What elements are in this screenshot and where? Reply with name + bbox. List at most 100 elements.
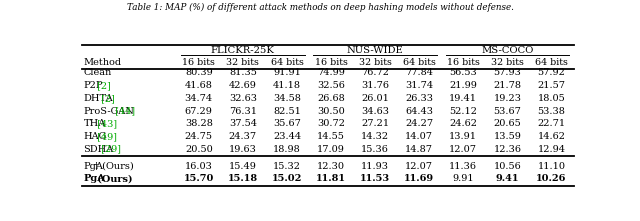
- Text: 64 bits: 64 bits: [271, 58, 303, 67]
- Text: 20.50: 20.50: [185, 145, 212, 154]
- Text: 23.44: 23.44: [273, 132, 301, 141]
- Text: [49]: [49]: [94, 132, 117, 141]
- Text: Method: Method: [83, 58, 122, 67]
- Text: 17.09: 17.09: [317, 145, 345, 154]
- Text: † (Ours): † (Ours): [94, 162, 134, 171]
- Text: 32 bits: 32 bits: [227, 58, 259, 67]
- Text: 16 bits: 16 bits: [315, 58, 348, 67]
- Text: 16 bits: 16 bits: [182, 58, 215, 67]
- Text: THA: THA: [83, 119, 106, 128]
- Text: 31.74: 31.74: [405, 81, 433, 90]
- Text: [44]: [44]: [113, 107, 136, 116]
- Text: 41.18: 41.18: [273, 81, 301, 90]
- Text: 12.07: 12.07: [449, 145, 477, 154]
- Text: 32.56: 32.56: [317, 81, 345, 90]
- Text: 14.87: 14.87: [405, 145, 433, 154]
- Text: 22.71: 22.71: [538, 119, 566, 128]
- Text: 42.69: 42.69: [229, 81, 257, 90]
- Text: 76.31: 76.31: [229, 107, 257, 116]
- Text: 64.43: 64.43: [405, 107, 433, 116]
- Text: [29]: [29]: [98, 145, 121, 154]
- Text: 18.05: 18.05: [538, 94, 565, 103]
- Text: 26.33: 26.33: [405, 94, 433, 103]
- Text: 76.72: 76.72: [361, 69, 389, 77]
- Text: 15.32: 15.32: [273, 162, 301, 171]
- Text: 41.68: 41.68: [185, 81, 212, 90]
- Text: 24.37: 24.37: [228, 132, 257, 141]
- Text: ProS-GAN: ProS-GAN: [83, 107, 134, 116]
- Text: 24.62: 24.62: [449, 119, 477, 128]
- Text: 38.28: 38.28: [185, 119, 212, 128]
- Text: 32.63: 32.63: [229, 94, 257, 103]
- Text: [2]: [2]: [98, 94, 115, 103]
- Text: 53.38: 53.38: [538, 107, 565, 116]
- Text: 64 bits: 64 bits: [403, 58, 436, 67]
- Text: 9.91: 9.91: [452, 174, 474, 183]
- Text: 34.63: 34.63: [361, 107, 389, 116]
- Text: 30.72: 30.72: [317, 119, 345, 128]
- Text: 12.30: 12.30: [317, 162, 345, 171]
- Text: P2P: P2P: [83, 81, 103, 90]
- Text: 64 bits: 64 bits: [535, 58, 568, 67]
- Text: 32 bits: 32 bits: [358, 58, 392, 67]
- Text: 77.84: 77.84: [405, 69, 433, 77]
- Text: 12.36: 12.36: [493, 145, 522, 154]
- Text: 27.21: 27.21: [361, 119, 389, 128]
- Text: 13.91: 13.91: [449, 132, 477, 141]
- Text: 21.57: 21.57: [538, 81, 566, 90]
- Text: 82.51: 82.51: [273, 107, 301, 116]
- Text: 34.58: 34.58: [273, 94, 301, 103]
- Text: 21.78: 21.78: [493, 81, 522, 90]
- Text: 15.02: 15.02: [272, 174, 302, 183]
- Text: 13.59: 13.59: [493, 132, 522, 141]
- Text: 11.36: 11.36: [449, 162, 477, 171]
- Text: 57.93: 57.93: [493, 69, 522, 77]
- Text: 10.26: 10.26: [536, 174, 566, 183]
- Text: 35.67: 35.67: [273, 119, 301, 128]
- Text: 14.55: 14.55: [317, 132, 345, 141]
- Text: 15.36: 15.36: [361, 145, 389, 154]
- Text: 12.94: 12.94: [538, 145, 566, 154]
- Text: Table 1: MAP (%) of different attack methods on deep hashing models without defe: Table 1: MAP (%) of different attack met…: [127, 3, 513, 12]
- Text: 24.75: 24.75: [185, 132, 212, 141]
- Text: 16.03: 16.03: [185, 162, 212, 171]
- Text: 19.63: 19.63: [229, 145, 257, 154]
- Text: 11.93: 11.93: [361, 162, 389, 171]
- Text: 12.07: 12.07: [405, 162, 433, 171]
- Text: Clean: Clean: [83, 69, 112, 77]
- Text: 19.23: 19.23: [493, 94, 522, 103]
- Text: 30.50: 30.50: [317, 107, 345, 116]
- Text: 53.67: 53.67: [493, 107, 522, 116]
- Text: NUS-WIDE: NUS-WIDE: [347, 46, 403, 55]
- Text: 14.32: 14.32: [361, 132, 389, 141]
- Text: 67.29: 67.29: [185, 107, 212, 116]
- Text: 31.76: 31.76: [361, 81, 389, 90]
- Text: 11.69: 11.69: [404, 174, 435, 183]
- Text: 81.35: 81.35: [229, 69, 257, 77]
- Text: 10.56: 10.56: [493, 162, 521, 171]
- Text: 11.81: 11.81: [316, 174, 346, 183]
- Text: 14.62: 14.62: [538, 132, 566, 141]
- Text: 26.01: 26.01: [361, 94, 389, 103]
- Text: PgA: PgA: [83, 174, 106, 183]
- Text: 56.53: 56.53: [449, 69, 477, 77]
- Text: 37.54: 37.54: [229, 119, 257, 128]
- Text: 52.12: 52.12: [449, 107, 477, 116]
- Text: 24.27: 24.27: [405, 119, 433, 128]
- Text: SDHA: SDHA: [83, 145, 114, 154]
- Text: 16 bits: 16 bits: [447, 58, 480, 67]
- Text: 18.98: 18.98: [273, 145, 301, 154]
- Text: MS-COCO: MS-COCO: [481, 46, 534, 55]
- Text: FLICKR-25K: FLICKR-25K: [211, 46, 275, 55]
- Text: 26.68: 26.68: [317, 94, 345, 103]
- Text: 11.10: 11.10: [538, 162, 566, 171]
- Text: 91.91: 91.91: [273, 69, 301, 77]
- Text: 20.65: 20.65: [493, 119, 521, 128]
- Text: 74.99: 74.99: [317, 69, 345, 77]
- Text: 57.92: 57.92: [538, 69, 565, 77]
- Text: 21.99: 21.99: [449, 81, 477, 90]
- Text: 32 bits: 32 bits: [491, 58, 524, 67]
- Text: 34.74: 34.74: [185, 94, 213, 103]
- Text: [2]: [2]: [94, 81, 111, 90]
- Text: 14.07: 14.07: [405, 132, 433, 141]
